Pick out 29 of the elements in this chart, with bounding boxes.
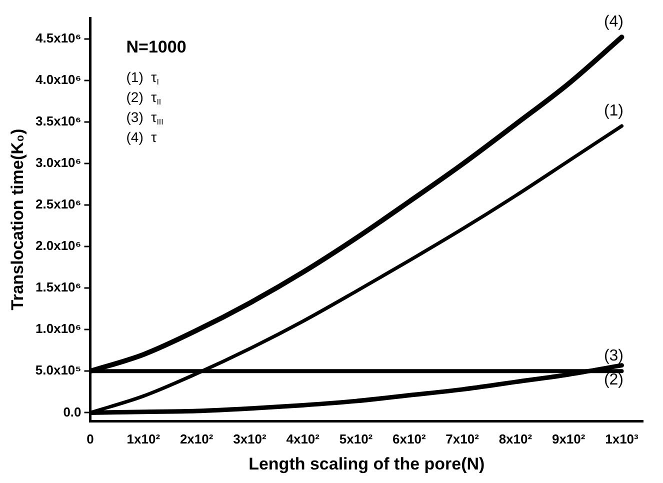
y-tick-label: 2.5x10⁶	[36, 196, 82, 212]
x-tick-label: 1x10³	[605, 431, 640, 446]
series-label: (4)	[604, 14, 624, 31]
x-tick-label: 8x10²	[498, 431, 533, 446]
series-label: (1)	[604, 102, 624, 120]
x-tick-label: 7x10²	[446, 431, 480, 446]
x-tick-label: 3x10²	[233, 431, 268, 446]
x-tick-label: 1x10²	[126, 431, 161, 446]
x-axis-title: Length scaling of the pore(N)	[248, 454, 485, 474]
x-tick-label: 6x10²	[392, 431, 426, 446]
annotation: (4) τ	[126, 128, 158, 145]
y-tick-label: 2.0x10⁶	[36, 238, 82, 254]
y-tick-label: 5.0x10⁵	[35, 362, 82, 378]
y-axis-title: Translocation time(K₀)	[8, 128, 27, 310]
x-tick-label: 2x10²	[180, 431, 214, 446]
series-label: (3)	[604, 348, 624, 365]
x-tick-label: 0	[86, 431, 94, 446]
y-tick-label: 1.5x10⁶	[36, 280, 82, 295]
annotation: N=1000	[126, 38, 186, 57]
y-tick-label: 3.5x10⁶	[36, 113, 82, 128]
y-tick-label: 3.0x10⁶	[36, 154, 82, 170]
y-tick-label: 1.0x10⁶	[36, 321, 82, 336]
y-tick-label: 4.5x10⁶	[36, 30, 82, 46]
y-tick-label: 0.0	[63, 404, 82, 420]
series-label: (2)	[604, 372, 624, 389]
y-tick-label: 4.0x10⁶	[36, 72, 82, 87]
x-tick-label: 5x10²	[339, 431, 374, 446]
x-tick-label: 9x10²	[552, 431, 586, 446]
x-tick-label: 4x10²	[286, 431, 320, 446]
